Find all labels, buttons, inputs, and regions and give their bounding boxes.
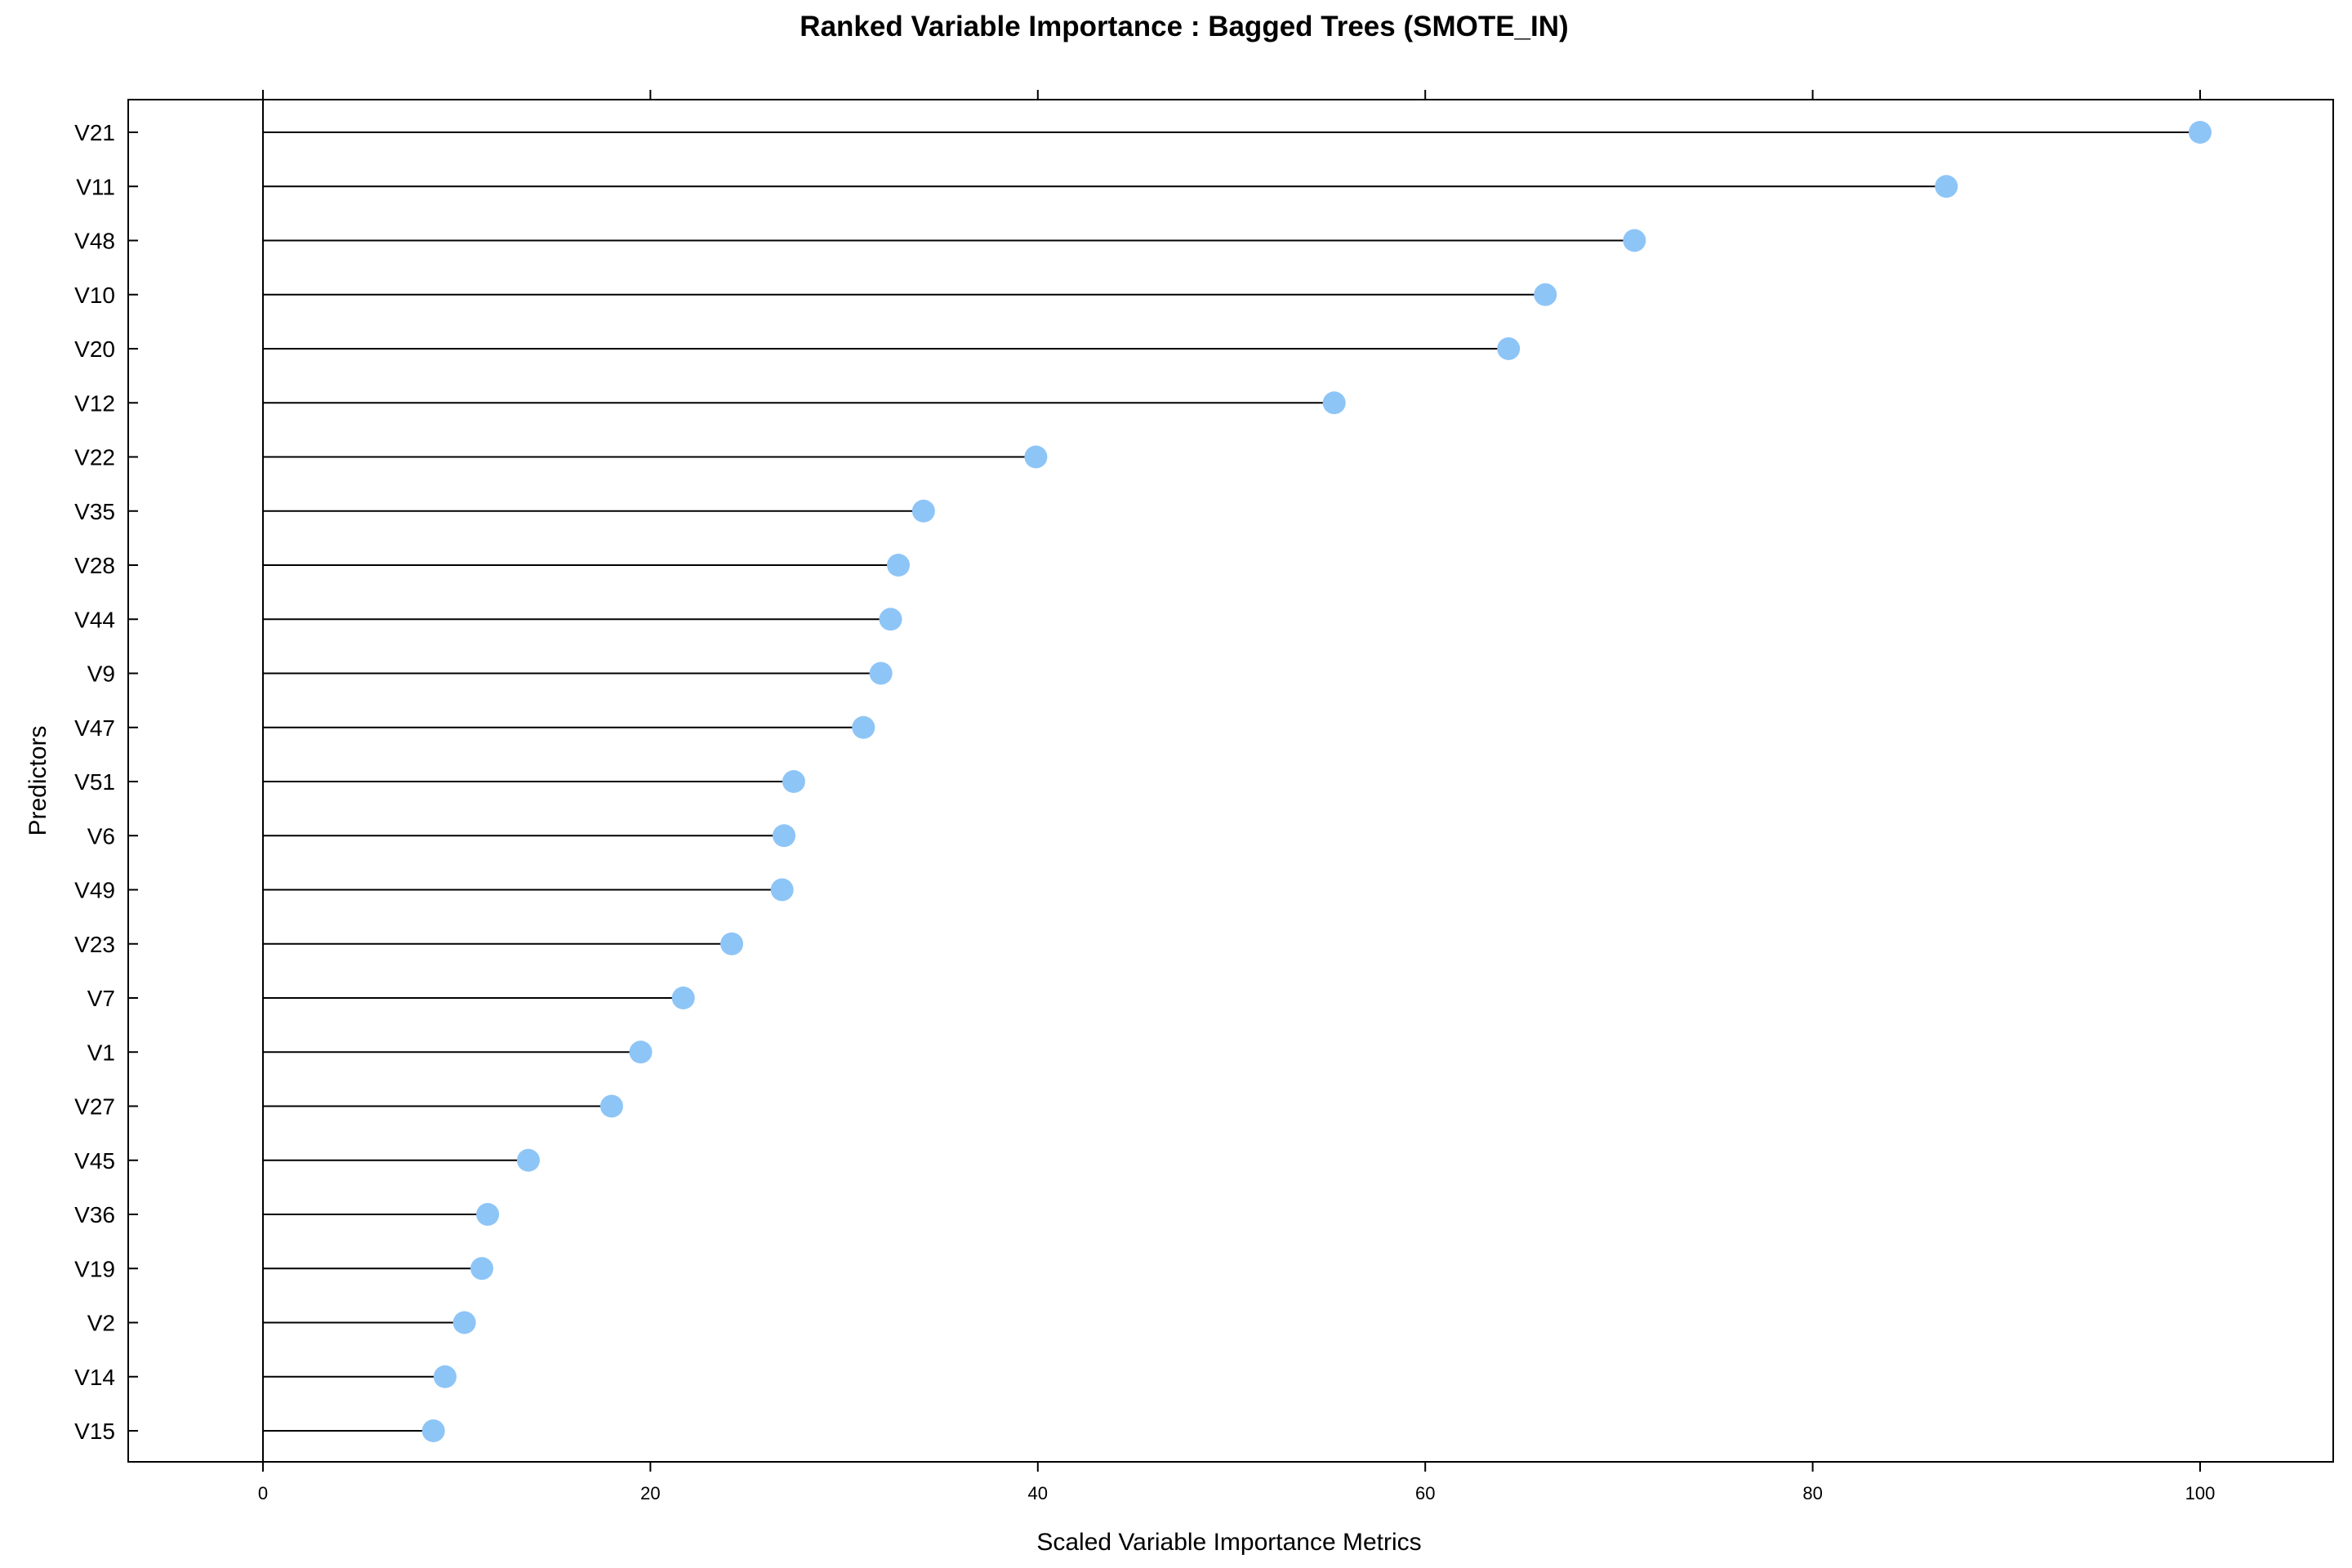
x-tick-label: 60 [1415, 1483, 1435, 1503]
chart-title: Ranked Variable Importance : Bagged Tree… [800, 11, 1568, 42]
data-point-V49 [770, 878, 794, 902]
category-label-V47: V47 [74, 715, 115, 741]
x-tick-label: 80 [1802, 1483, 1822, 1503]
category-label-V6: V6 [87, 823, 115, 849]
data-point-V23 [720, 932, 744, 956]
x-tick-label: 100 [2185, 1483, 2216, 1503]
x-tick-label: 0 [258, 1483, 268, 1503]
data-point-V20 [1497, 337, 1521, 360]
y-axis-label: Predictors [24, 725, 51, 835]
category-label-V19: V19 [74, 1256, 115, 1281]
chart-marks [263, 121, 2212, 1442]
data-point-V10 [1534, 283, 1557, 306]
category-label-V12: V12 [74, 390, 115, 416]
data-point-V19 [470, 1257, 494, 1281]
data-point-V14 [433, 1365, 457, 1388]
category-label-V49: V49 [74, 878, 115, 903]
data-point-V7 [671, 987, 695, 1009]
data-point-V6 [773, 824, 796, 848]
x-axis: 0 20 40 60 80 100 [258, 1462, 2215, 1503]
category-label-V35: V35 [74, 499, 115, 524]
data-point-V1 [629, 1040, 653, 1064]
category-label-V22: V22 [74, 445, 115, 470]
category-label-V1: V1 [87, 1040, 115, 1065]
category-label-V20: V20 [74, 336, 115, 362]
category-label-V23: V23 [74, 932, 115, 957]
category-label-V28: V28 [74, 553, 115, 578]
category-label-V2: V2 [87, 1311, 115, 1336]
category-label-V51: V51 [74, 769, 115, 795]
x-tick-label: 40 [1028, 1483, 1048, 1503]
category-label-V11: V11 [76, 174, 115, 199]
category-label-V45: V45 [74, 1148, 115, 1174]
data-point-V22 [1024, 445, 1048, 469]
category-label-V9: V9 [87, 662, 115, 687]
data-point-V45 [516, 1148, 540, 1172]
data-point-V12 [1322, 391, 1346, 415]
x-axis-label: Scaled Variable Importance Metrics [1036, 1529, 1421, 1556]
category-label-V48: V48 [74, 229, 115, 254]
data-point-V28 [887, 554, 911, 577]
data-point-V11 [1935, 175, 1958, 198]
category-label-V44: V44 [74, 607, 115, 632]
data-point-V27 [599, 1094, 623, 1118]
data-point-V35 [911, 499, 935, 523]
category-label-V7: V7 [87, 986, 115, 1011]
data-point-V36 [476, 1203, 500, 1226]
data-point-V47 [852, 715, 875, 739]
data-point-V2 [452, 1311, 476, 1334]
data-point-V15 [421, 1419, 445, 1442]
category-label-V15: V15 [74, 1419, 115, 1444]
data-point-V48 [1623, 229, 1646, 252]
y-axis: V21 V11 V48 V10 V20 V12 V22 V35 V28 V44 V9 V47 V51 V6… [74, 120, 138, 1444]
data-point-V9 [869, 662, 893, 685]
category-label-V21: V21 [74, 120, 115, 145]
category-label-V27: V27 [74, 1094, 115, 1120]
data-point-V44 [879, 608, 902, 631]
data-point-V21 [2189, 121, 2212, 144]
category-label-V14: V14 [74, 1365, 115, 1390]
x-tick-label: 20 [640, 1483, 660, 1503]
top-axis [262, 90, 2201, 100]
data-point-V51 [782, 770, 805, 793]
category-label-V36: V36 [74, 1202, 115, 1227]
category-label-V10: V10 [74, 283, 115, 308]
